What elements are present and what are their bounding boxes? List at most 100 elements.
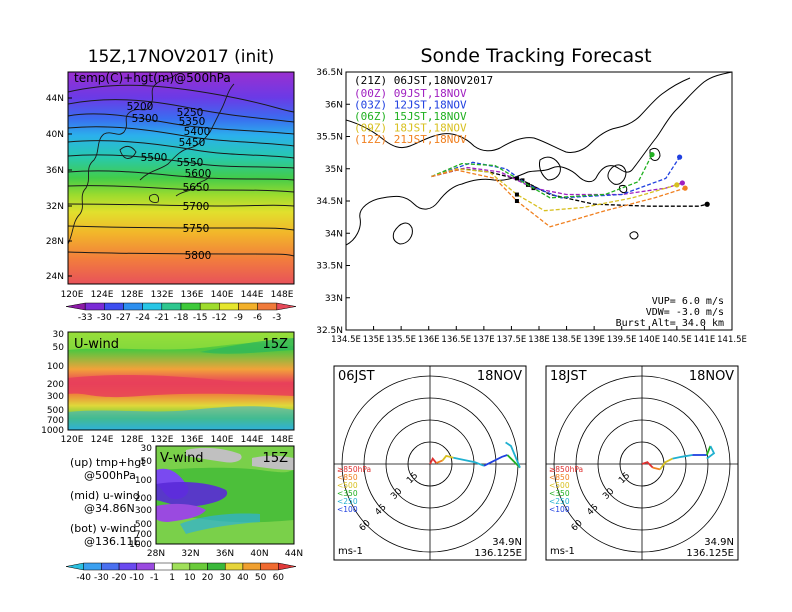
hodograph-legend-item: <350 bbox=[549, 489, 570, 498]
colorbar-label: 1 bbox=[169, 573, 175, 583]
colorbar-label: -10 bbox=[129, 573, 144, 583]
lon-tick-label: 136E bbox=[181, 435, 204, 445]
hodograph-legend-item: <250 bbox=[549, 497, 570, 506]
map-lon-label: 137.5E bbox=[497, 335, 527, 345]
map-lon-label: 141E bbox=[694, 335, 716, 345]
hodograph-lat: 34.9N bbox=[704, 537, 734, 548]
hodograph-legend-item: <850 bbox=[549, 473, 570, 482]
lat-tick-label: 40N bbox=[250, 549, 268, 559]
colorbar-swatch bbox=[260, 562, 279, 571]
coastline bbox=[346, 72, 732, 246]
pressure-tick-label: 200 bbox=[47, 380, 64, 390]
pressure-tick-label: 30 bbox=[141, 444, 153, 454]
lon-tick-label: 148E bbox=[271, 435, 294, 445]
colorbar-swatch bbox=[123, 302, 143, 311]
map-lon-label: 140.5E bbox=[662, 335, 692, 345]
hodograph-unit: ms-1 bbox=[338, 546, 363, 557]
colorbar-swatch bbox=[83, 562, 102, 571]
lon-tick-label: 148E bbox=[271, 290, 294, 300]
hodograph-trace bbox=[429, 456, 438, 465]
contour-label: 5550 bbox=[177, 157, 204, 169]
map-lon-label: 134.5E bbox=[331, 335, 361, 345]
lat-tick-label: 40N bbox=[46, 130, 64, 140]
lat-tick-label: 32N bbox=[46, 202, 64, 212]
colorbar-label: 10 bbox=[184, 573, 196, 583]
lat-tick-label: 44N bbox=[46, 94, 64, 104]
colorbar-label: -20 bbox=[112, 573, 127, 583]
colorbar-swatch bbox=[84, 302, 105, 311]
note-line2: @34.86N bbox=[84, 502, 135, 515]
colorbar-swatch bbox=[189, 562, 208, 571]
contour-label: 5200 bbox=[127, 101, 154, 113]
hodograph-lat: 34.9N bbox=[492, 537, 522, 548]
contour-label: 5300 bbox=[132, 113, 159, 125]
hodograph-trace bbox=[672, 454, 693, 460]
map-lat-label: 34.5N bbox=[316, 197, 343, 207]
hodograph-legend-item: <250 bbox=[337, 497, 358, 506]
map-lat-label: 33N bbox=[325, 294, 343, 304]
hodograph-trace bbox=[435, 459, 443, 464]
colorbar-swatch bbox=[154, 562, 173, 571]
colorbar-swatch bbox=[238, 302, 258, 311]
lat-tick-label: 36N bbox=[46, 166, 64, 176]
hodograph-legend-item: <850 bbox=[337, 473, 358, 482]
colorbar-label: 60 bbox=[273, 573, 285, 583]
hodograph-trace bbox=[483, 454, 508, 467]
colorbar-label: -30 bbox=[97, 313, 112, 323]
pressure-tick-label: 500 bbox=[135, 520, 152, 530]
colorbar-swatch bbox=[278, 562, 297, 571]
hodograph-trace bbox=[659, 457, 674, 470]
hodograph-legend-item: ≥850hPa bbox=[549, 465, 583, 474]
colorbar-label: -18 bbox=[174, 313, 189, 323]
left-title: 15Z,17NOV2017 (init) bbox=[88, 47, 275, 67]
hodograph-trace bbox=[453, 456, 485, 467]
colorbar-swatch bbox=[207, 562, 226, 571]
map-lat-label: 35N bbox=[325, 165, 343, 175]
contour-label: 5400 bbox=[184, 126, 211, 138]
track-line-4 bbox=[431, 168, 678, 212]
hodograph-legend-item: <100 bbox=[337, 505, 358, 514]
colorbar-label: -9 bbox=[234, 313, 243, 323]
colorbar-swatch bbox=[142, 302, 163, 311]
u-wind-title: U-wind bbox=[74, 337, 119, 352]
track-line-3 bbox=[431, 154, 653, 199]
map-lat-label: 32.5N bbox=[316, 326, 343, 336]
map-lon-label: 141.5E bbox=[717, 335, 747, 345]
hodograph-unit: ms-1 bbox=[550, 546, 575, 557]
colorbar-label: -33 bbox=[78, 313, 93, 323]
colorbar-label: -6 bbox=[253, 313, 262, 323]
track-map-panel: 36.5N 36N 35.5N 35N 34.5N 34N 33.5N 33N 32.5N 13… bbox=[316, 68, 747, 345]
colorbar-label: 40 bbox=[237, 573, 249, 583]
colorbar-label: 20 bbox=[202, 573, 214, 583]
pressure-tick-label: 700 bbox=[135, 530, 152, 540]
lon-tick-label: 128E bbox=[121, 290, 144, 300]
colorbar-label: 50 bbox=[255, 573, 267, 583]
v-wind-time: 15Z bbox=[263, 451, 289, 466]
contour-label: 5250 bbox=[177, 107, 204, 119]
lon-tick-label: 128E bbox=[121, 435, 144, 445]
hodograph-date: 18NOV bbox=[477, 369, 522, 384]
pressure-tick-label: 200 bbox=[135, 494, 152, 504]
map-lon-label: 136E bbox=[418, 335, 440, 345]
track-end-point-0 bbox=[704, 201, 710, 207]
series-label: (09Z) 18JST,18NOV bbox=[354, 122, 467, 135]
colorbar-swatch bbox=[161, 302, 182, 311]
colorbar-swatch bbox=[257, 302, 278, 311]
temp-panel-label: temp(C)+hgt(m)@500hPa bbox=[74, 71, 231, 85]
map-lon-label: 139E bbox=[583, 335, 605, 345]
hodograph-legend-item: <500 bbox=[337, 481, 358, 490]
hodograph-legend-item: <350 bbox=[337, 489, 358, 498]
colorbar-swatch bbox=[65, 562, 84, 571]
note-line2: @136.11E bbox=[84, 535, 140, 548]
pressure-tick-label: 50 bbox=[141, 457, 153, 467]
track-marker-5 bbox=[514, 199, 519, 203]
map-lon-label: 138E bbox=[528, 335, 550, 345]
lon-tick-label: 144E bbox=[241, 290, 264, 300]
track-marker-4 bbox=[514, 192, 519, 197]
colorbar-swatch bbox=[65, 302, 86, 311]
map-lon-label: 138.5E bbox=[552, 335, 582, 345]
lat-tick-label: 28N bbox=[46, 237, 64, 247]
